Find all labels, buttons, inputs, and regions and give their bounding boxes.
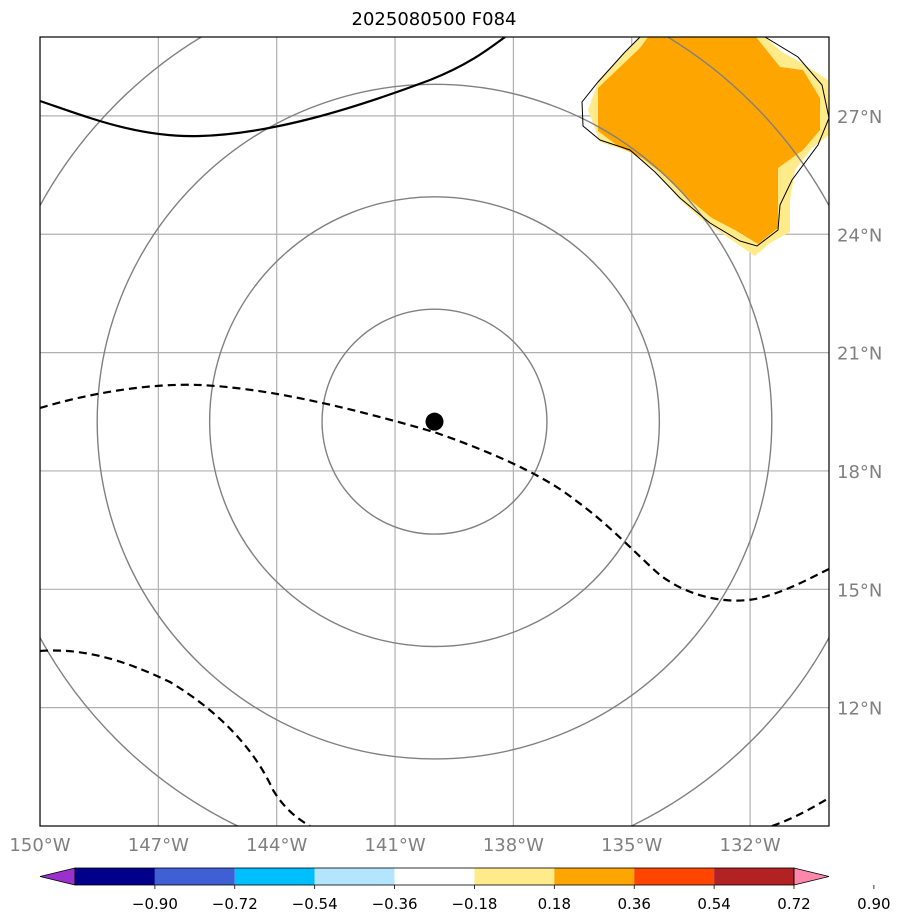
dashed-contour-southeast <box>771 797 829 826</box>
colorbar-tick-label: 0.18 <box>538 895 571 913</box>
longitude-tick-labels: 150°W 147°W 144°W 141°W 138°W 135°W 132°W <box>9 835 780 856</box>
colorbar-tick-label: −0.54 <box>292 895 338 913</box>
dashed-contour-southwest <box>40 649 311 826</box>
contours <box>40 37 829 826</box>
colorbar-tick-label: 0.54 <box>697 895 730 913</box>
latitude-tick-labels: 12°N 15°N 18°N 21°N 24°N 27°N <box>837 107 882 720</box>
latitude-tick-label: 27°N <box>837 107 882 128</box>
colorbar-tick-label: 0.90 <box>857 895 890 913</box>
colorbar-tick-label: −0.90 <box>132 895 178 913</box>
longitude-tick-label: 135°W <box>601 835 662 856</box>
dashed-contour-center <box>40 383 829 602</box>
colorbar-cell <box>714 868 794 885</box>
range-ring <box>321 308 548 535</box>
colorbar-tick-label: −0.36 <box>372 895 418 913</box>
colorbar-tick-label: −0.18 <box>451 895 497 913</box>
colorbar-cell <box>234 868 315 885</box>
anomaly-fill <box>588 37 829 256</box>
storm-center-marker <box>425 412 444 431</box>
colorbar-tick-label: 0.36 <box>618 895 651 913</box>
range-ring <box>96 83 773 760</box>
orange-anomaly-region <box>598 37 820 244</box>
latitude-tick-label: 24°N <box>837 225 882 246</box>
colorbar-cell <box>554 868 635 885</box>
range-ring <box>208 196 661 648</box>
latitude-tick-label: 12°N <box>837 699 882 720</box>
latitude-tick-label: 15°N <box>837 580 882 601</box>
longitude-tick-label: 138°W <box>483 835 544 856</box>
solid-contour-north <box>40 37 506 138</box>
colorbar-cell <box>314 868 395 885</box>
map-frame <box>39 36 830 827</box>
colorbar-cell <box>634 868 715 885</box>
colorbar-extend-low <box>39 867 76 886</box>
colorbar-frame <box>74 867 795 886</box>
longitude-tick-label: 141°W <box>364 835 425 856</box>
colorbar-cell <box>75 868 155 885</box>
anomaly-outline <box>581 37 829 247</box>
colorbar: −0.90 −0.72 −0.54 −0.36 −0.18 0.18 0.36 0.54 0.7… <box>39 867 891 913</box>
colorbar-cell <box>154 868 235 885</box>
colorbar-tick-labels: −0.90 −0.72 −0.54 −0.36 −0.18 0.18 0.36 0.54 0.7… <box>132 885 891 913</box>
colorbar-extend-high <box>793 867 830 886</box>
range-rings <box>40 37 829 826</box>
longitude-tick-label: 132°W <box>720 835 781 856</box>
longitude-tick-label: 144°W <box>246 835 307 856</box>
latitude-tick-label: 21°N <box>837 344 882 365</box>
colorbar-cell <box>474 868 555 885</box>
colorbar-cell <box>394 868 475 885</box>
colorbar-tick-label: −0.72 <box>212 895 258 913</box>
latitude-tick-label: 18°N <box>837 462 882 483</box>
colorbar-cells <box>39 867 830 886</box>
longitude-tick-label: 147°W <box>128 835 189 856</box>
colorbar-tick-label: 0.72 <box>777 895 810 913</box>
map-title: 2025080500 F084 <box>351 9 517 30</box>
longitude-tick-label: 150°W <box>9 835 70 856</box>
